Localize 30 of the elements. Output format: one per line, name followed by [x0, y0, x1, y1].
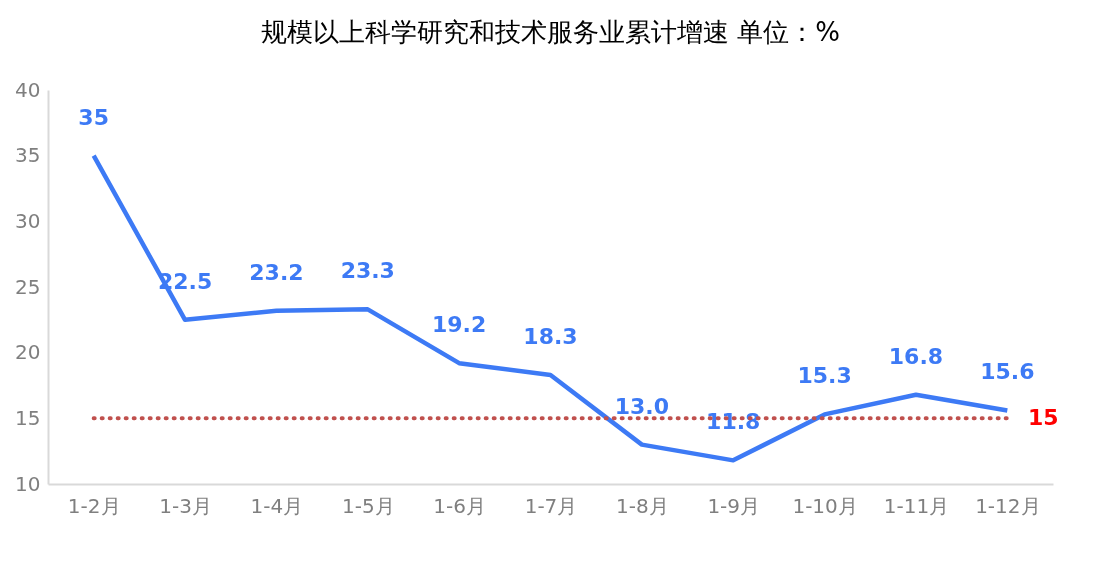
x-tick-label: 1-10月	[792, 493, 858, 518]
data-label: 23.2	[249, 259, 304, 285]
data-label: 11.8	[706, 409, 761, 435]
y-tick-label: 35	[15, 143, 41, 168]
x-tick-label: 1-9月	[707, 493, 761, 518]
x-tick-label: 1-3月	[159, 493, 212, 518]
data-label: 16.8	[888, 343, 944, 369]
data-label: 18.3	[523, 323, 578, 349]
data-label: 23.3	[340, 258, 395, 284]
y-tick-label: 20	[15, 340, 41, 365]
y-tick-label: 25	[15, 274, 41, 299]
data-label: 19.2	[432, 312, 487, 338]
ref-line-label: 15	[1028, 405, 1059, 431]
y-tick-label: 10	[15, 471, 41, 496]
chart-title: 规模以上科学研究和技术服务业累计增速 单位：%	[261, 17, 840, 47]
data-label: 15.6	[980, 359, 1035, 385]
x-tick-label: 1-5月	[341, 493, 395, 518]
y-tick-label: 30	[15, 208, 41, 233]
data-label: 35	[78, 104, 109, 130]
data-label: 15.3	[797, 363, 852, 389]
x-tick-label: 1-7月	[524, 493, 578, 518]
x-tick-label: 1-8月	[616, 493, 669, 518]
x-tick-label: 1-2月	[67, 493, 121, 518]
y-tick-label: 40	[15, 77, 41, 102]
data-label: 13.0	[614, 393, 669, 419]
x-tick-label: 1-6月	[433, 493, 486, 518]
x-tick-label: 1-4月	[250, 493, 304, 518]
x-tick-label: 1-11月	[883, 493, 950, 518]
x-tick-label: 1-12月	[975, 493, 1041, 518]
y-tick-label: 15	[15, 405, 41, 430]
